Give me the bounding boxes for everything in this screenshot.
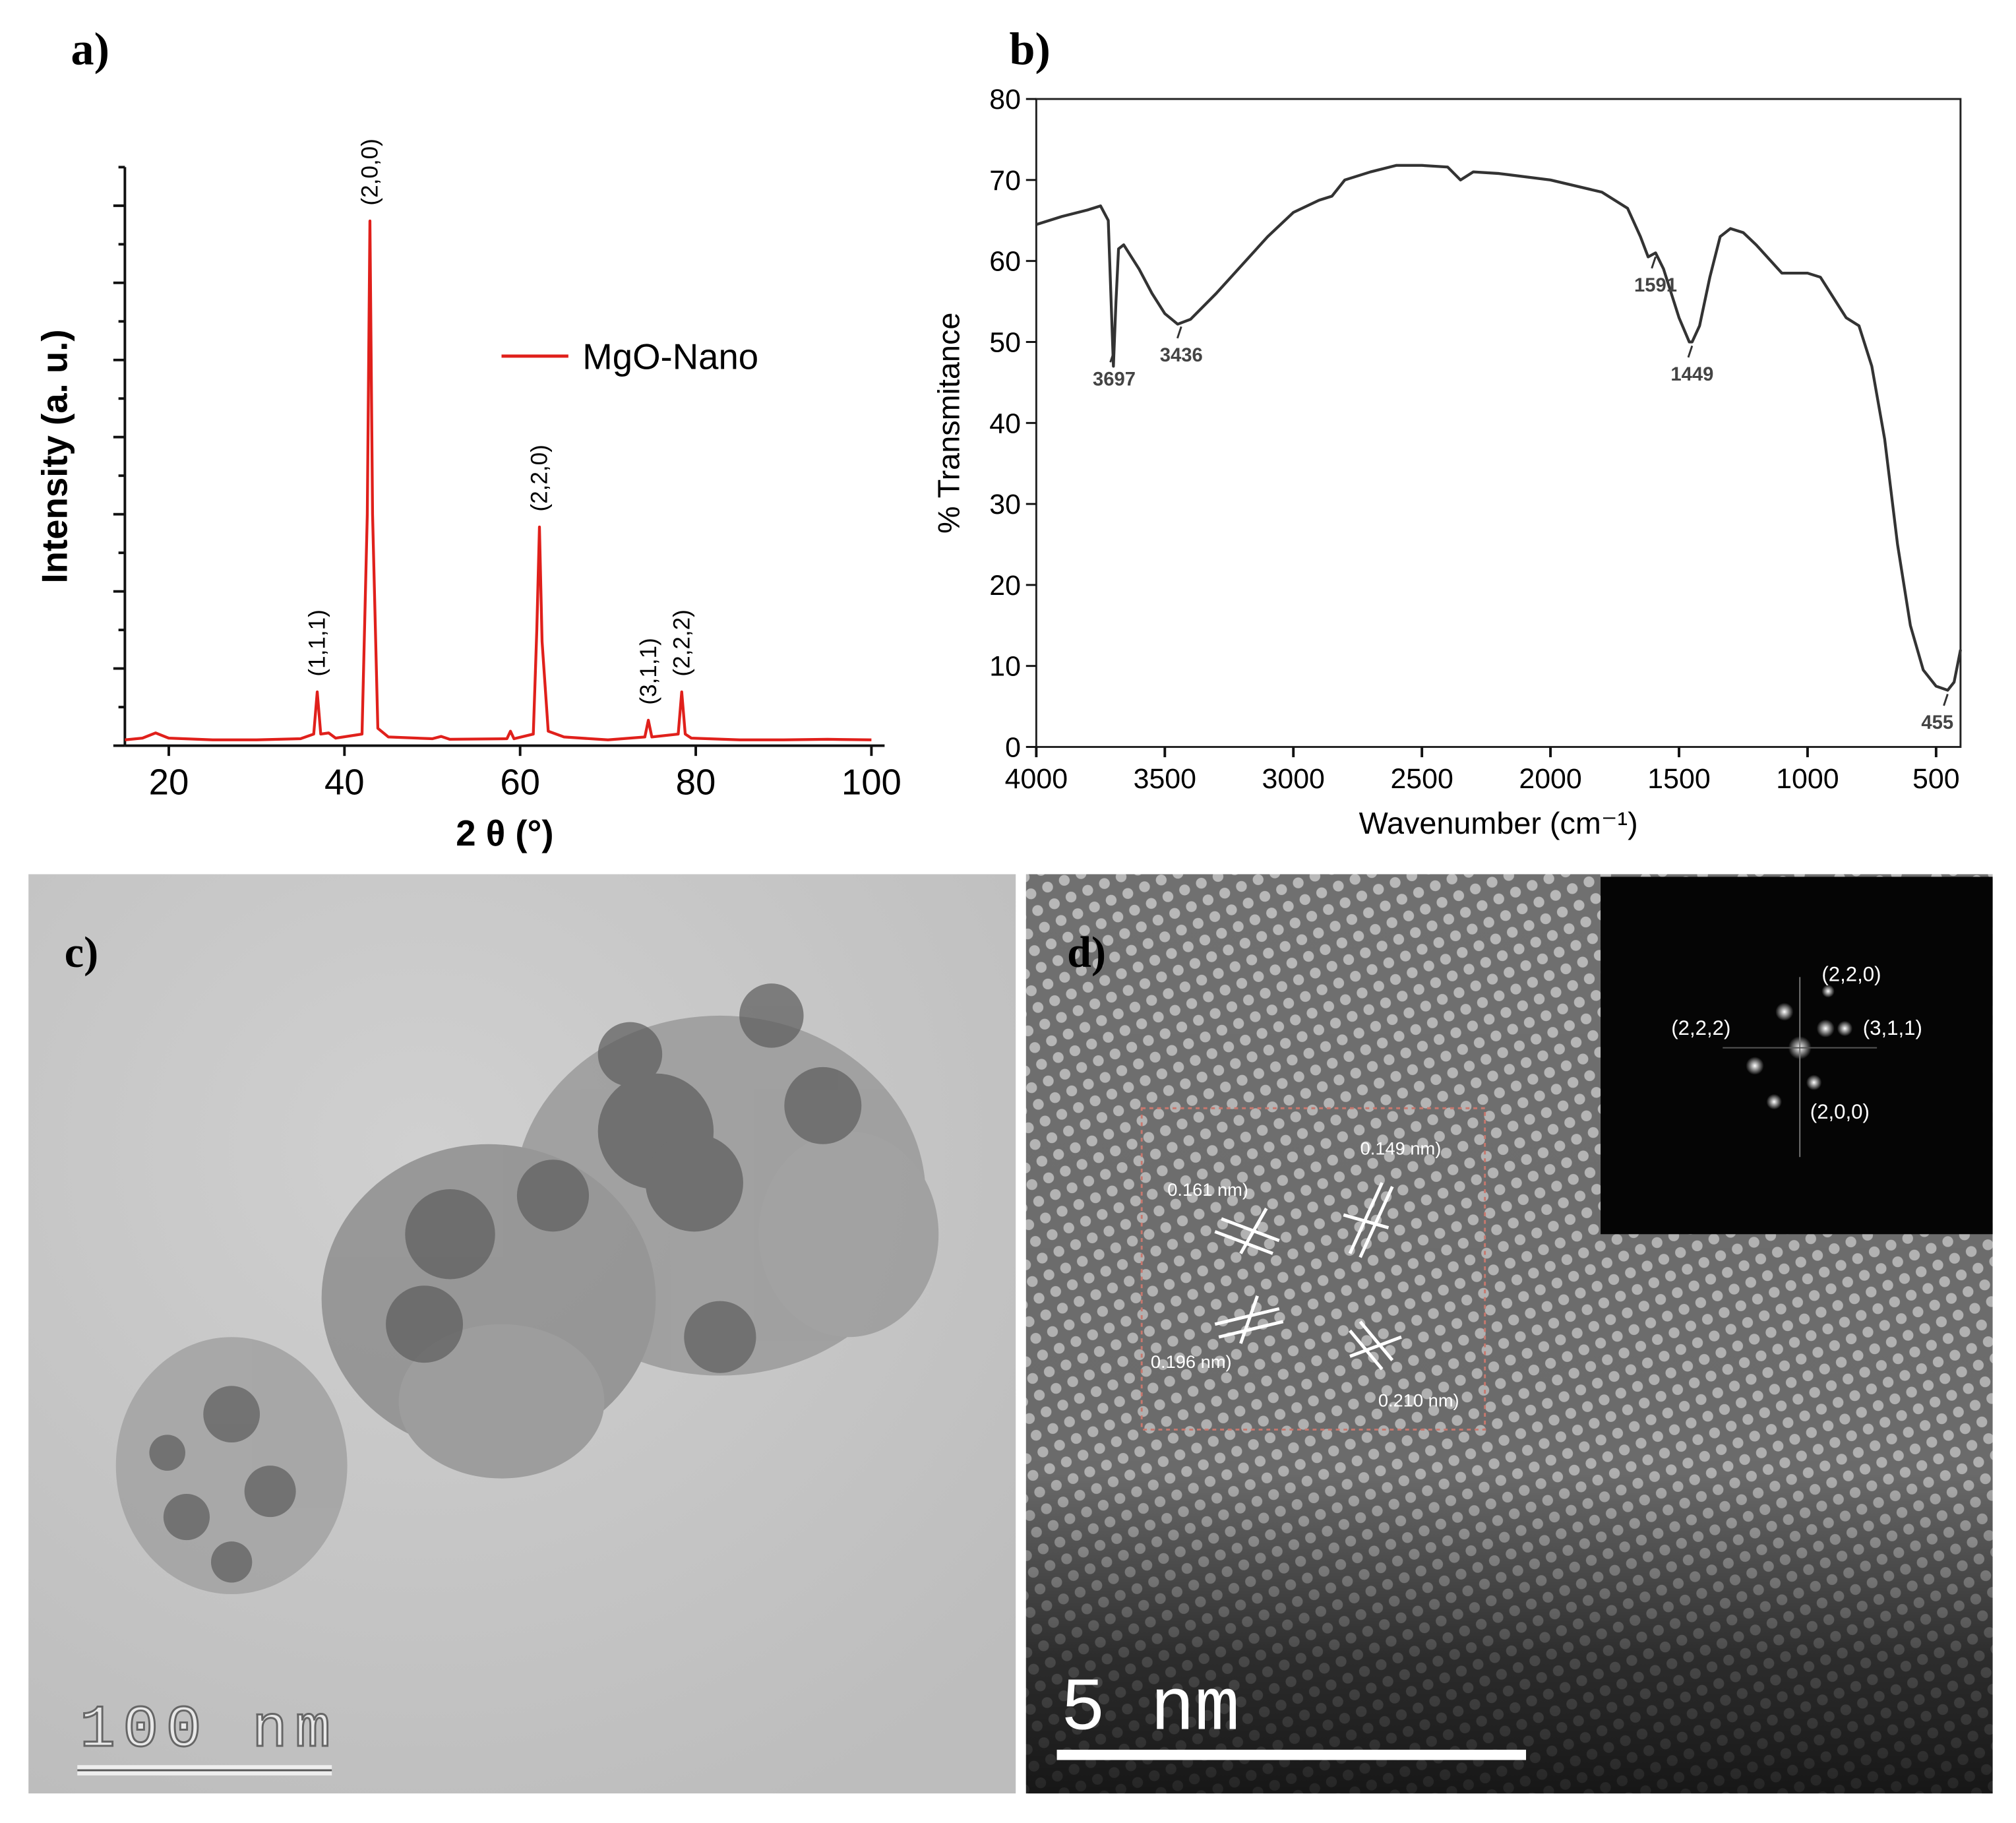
panel-label: a) bbox=[71, 23, 109, 75]
plot-frame bbox=[1035, 98, 1962, 748]
peak-tick bbox=[1109, 350, 1115, 363]
peak-label: 3436 bbox=[1160, 345, 1203, 366]
fft-label: (2,0,0) bbox=[1810, 1100, 1870, 1123]
fft-label: (3,1,1) bbox=[1863, 1016, 1922, 1039]
y-tick-label: 80 bbox=[989, 84, 1021, 115]
peak-label: 1591 bbox=[1634, 275, 1677, 296]
y-tick-label: 30 bbox=[989, 489, 1021, 520]
panel-label: b) bbox=[1009, 23, 1050, 75]
y-tick-label: 50 bbox=[989, 327, 1021, 359]
x-tick-label: 4000 bbox=[1005, 763, 1068, 795]
y-axis-title: % Transmitance bbox=[931, 313, 965, 534]
peak-label: (2,2,2) bbox=[669, 609, 694, 676]
x-axis-title: Wavenumber (cm⁻¹) bbox=[1359, 806, 1638, 840]
x-axis-title: 2 θ (°) bbox=[456, 813, 553, 853]
x-tick-label: 20 bbox=[149, 762, 189, 803]
x-tick-label: 40 bbox=[324, 762, 365, 803]
spacing-label: 0.210 nm) bbox=[1378, 1390, 1459, 1410]
peak-tick bbox=[1651, 256, 1657, 269]
peak-label: 1449 bbox=[1670, 364, 1713, 385]
x-tick-label: 60 bbox=[500, 762, 540, 803]
x-tick-label: 1500 bbox=[1647, 763, 1710, 795]
peak-tick bbox=[1176, 326, 1182, 339]
x-tick-label: 2500 bbox=[1390, 763, 1453, 795]
spacing-label: 0.161 nm) bbox=[1167, 1179, 1248, 1200]
scale-bar-label: 5 nm bbox=[1060, 1667, 1239, 1752]
panel-label: c) bbox=[65, 929, 98, 977]
legend-label: MgO-Nano bbox=[582, 336, 758, 377]
x-tick-label: 80 bbox=[676, 762, 716, 803]
peak-label: (2,0,0) bbox=[357, 139, 383, 205]
x-tick-label: 3000 bbox=[1262, 763, 1325, 795]
y-tick-label: 70 bbox=[989, 165, 1021, 197]
spacing-label: 0.149 nm) bbox=[1360, 1138, 1442, 1158]
y-tick-label: 0 bbox=[1005, 732, 1021, 764]
data-line bbox=[125, 219, 872, 741]
peak-label: (3,1,1) bbox=[636, 638, 661, 704]
y-tick-label: 60 bbox=[989, 246, 1021, 278]
fft-label: (2,2,2) bbox=[1671, 1016, 1730, 1039]
x-tick-label: 2000 bbox=[1519, 763, 1581, 795]
panel-label: d) bbox=[1067, 929, 1106, 977]
x-tick-label: 500 bbox=[1912, 763, 1960, 795]
y-tick-label: 10 bbox=[989, 651, 1021, 683]
peak-label: (2,2,0) bbox=[527, 445, 553, 511]
peak-label: 455 bbox=[1921, 712, 1953, 733]
fft-label: (2,2,0) bbox=[1821, 962, 1881, 985]
peak-tick bbox=[1687, 345, 1694, 358]
peak-label: (1,1,1) bbox=[305, 609, 330, 676]
x-tick-label: 100 bbox=[841, 762, 901, 803]
y-tick-label: 20 bbox=[989, 570, 1021, 602]
y-axis-title: Intensity (a. u.) bbox=[35, 329, 75, 583]
tem-image bbox=[28, 874, 1016, 1794]
data-line bbox=[1035, 164, 1962, 692]
peak-label: 3697 bbox=[1093, 369, 1136, 390]
peak-tick bbox=[1943, 693, 1949, 706]
hrtem-image bbox=[1025, 874, 1993, 1794]
x-tick-label: 3500 bbox=[1134, 763, 1196, 795]
spacing-label: 0.196 nm) bbox=[1151, 1351, 1232, 1372]
y-tick-label: 40 bbox=[989, 408, 1021, 439]
x-tick-label: 1000 bbox=[1776, 763, 1839, 795]
